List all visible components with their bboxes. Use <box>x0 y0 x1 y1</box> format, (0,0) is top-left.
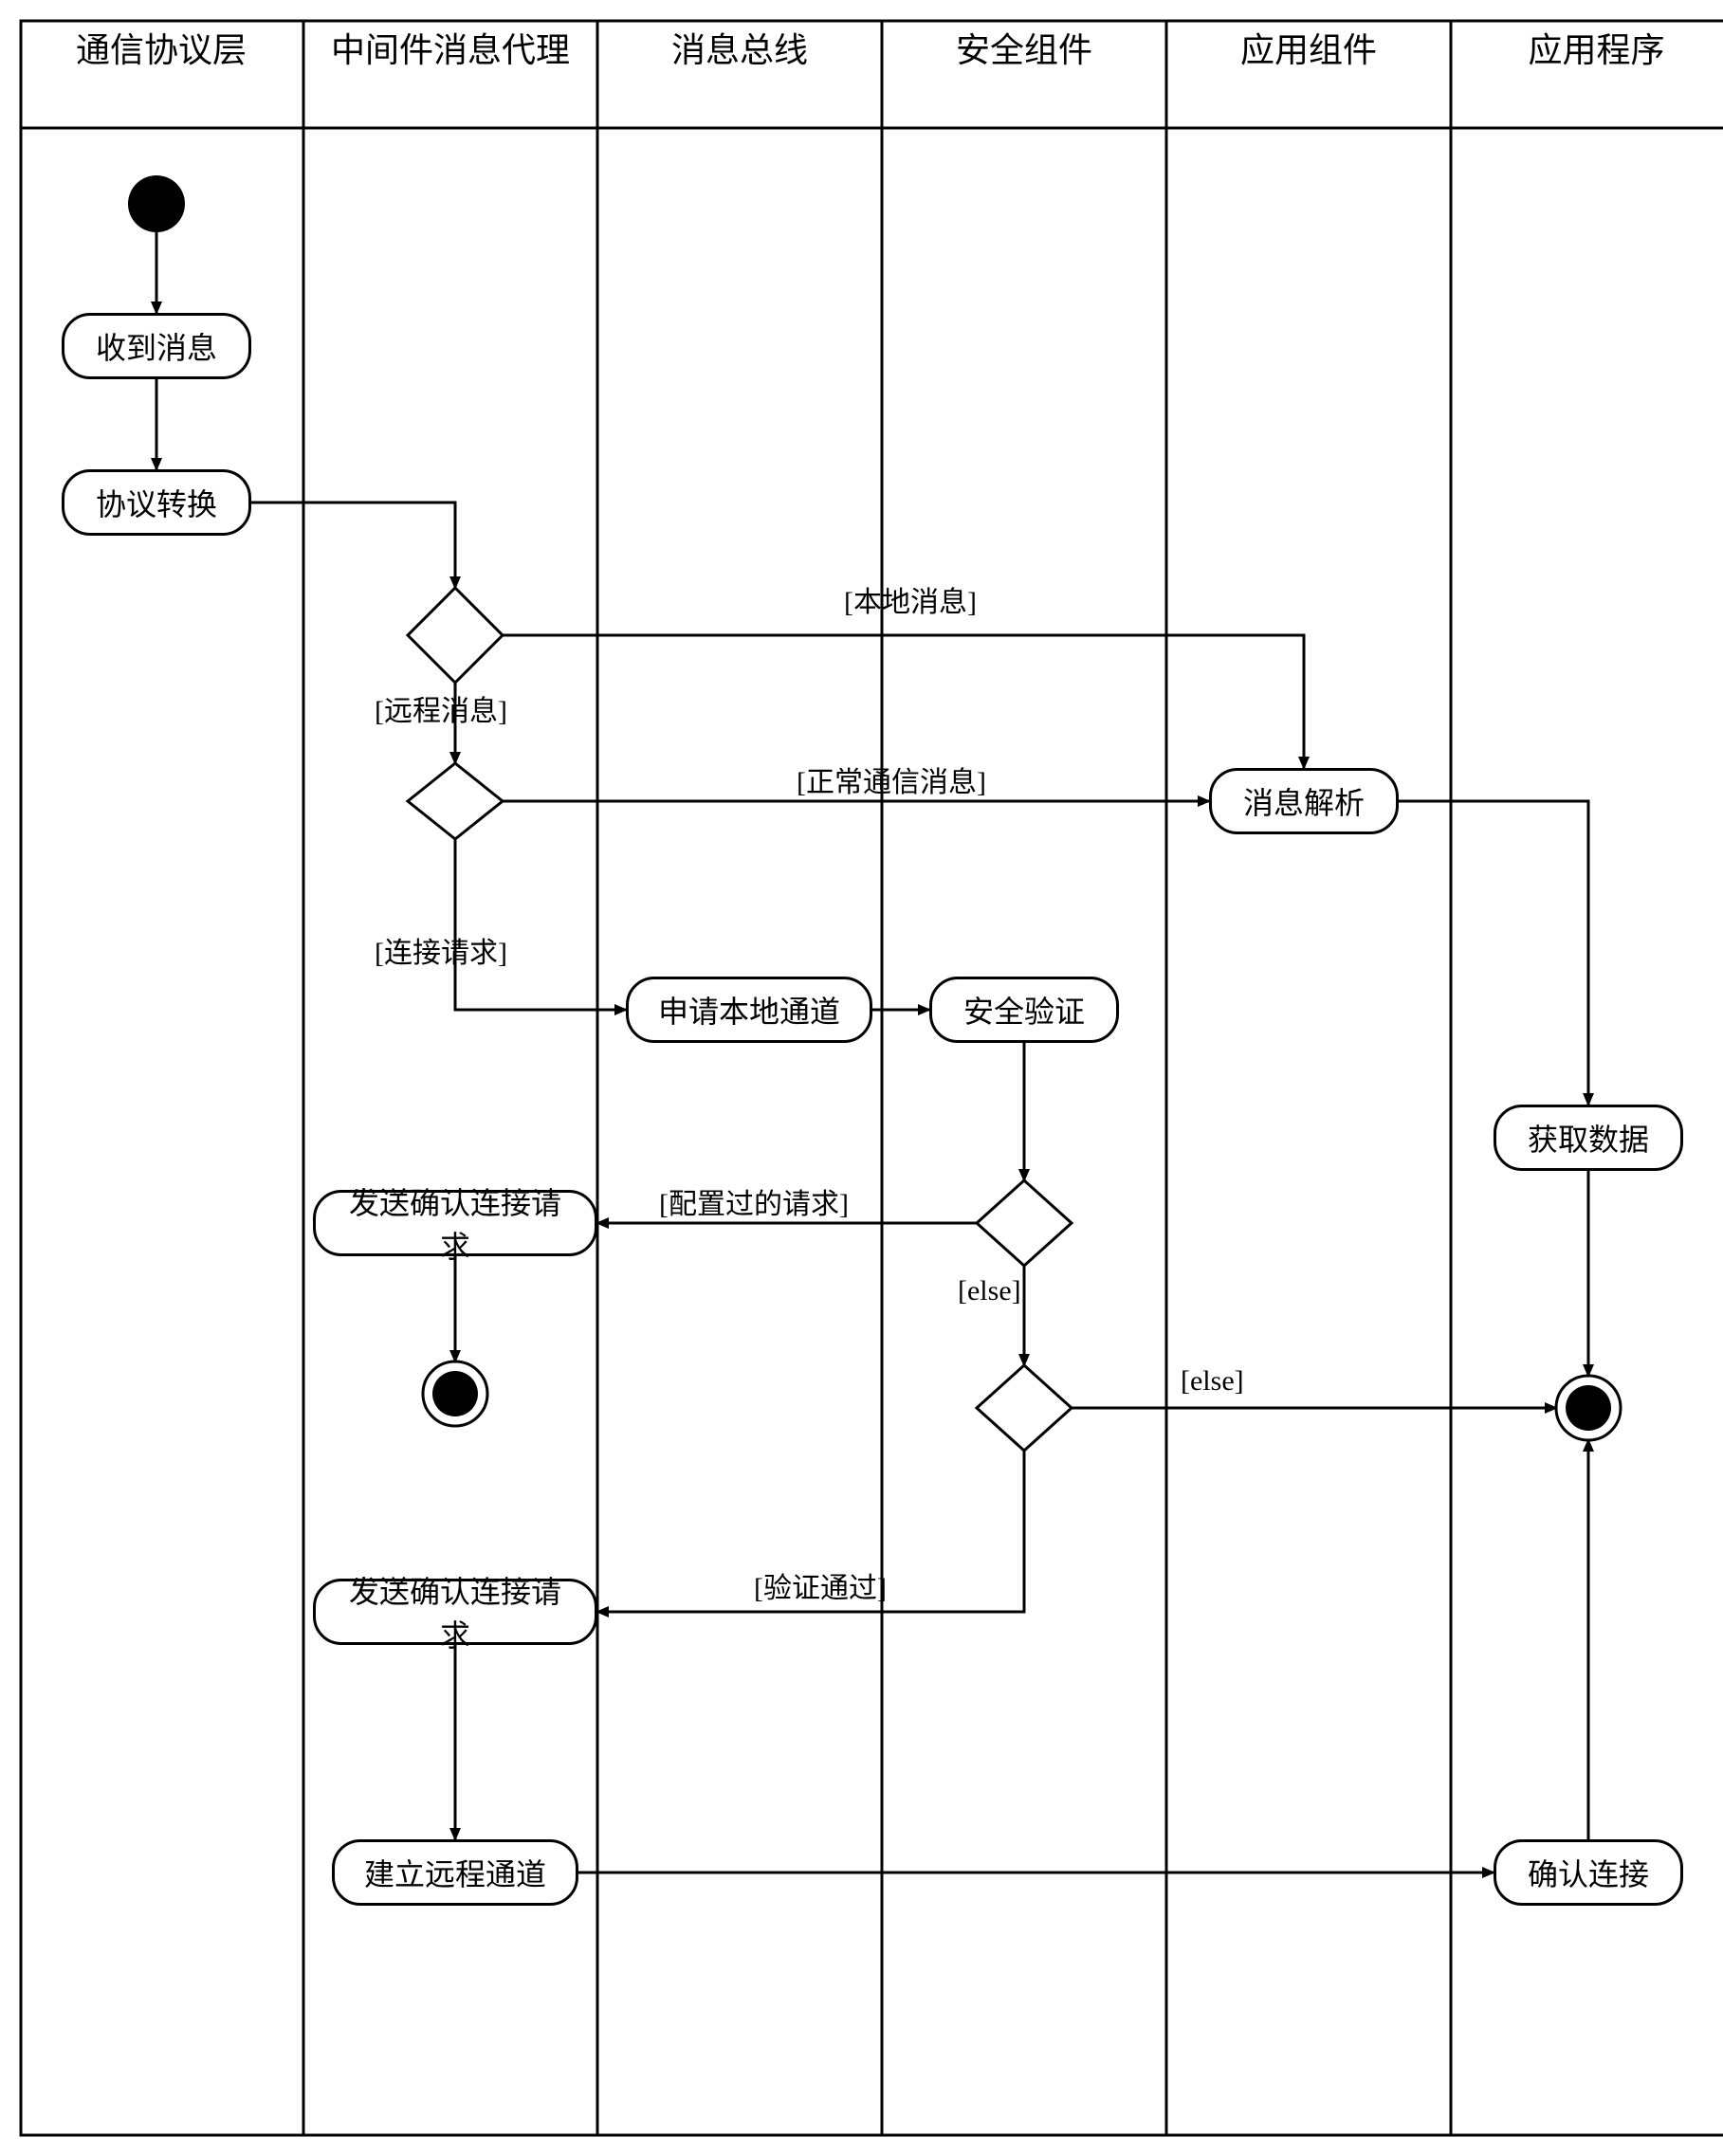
decision-3 <box>977 1180 1072 1266</box>
decision-1 <box>408 588 503 683</box>
decision-2 <box>408 763 503 839</box>
end-2 <box>1556 1376 1621 1440</box>
decision-4 <box>977 1365 1072 1451</box>
diagram-svg <box>19 19 1723 2137</box>
end-1 <box>423 1361 487 1426</box>
activity-diagram: 通信协议层 中间件消息代理 消息总线 安全组件 应用组件 应用程序 收到消息 协… <box>19 19 1723 2137</box>
